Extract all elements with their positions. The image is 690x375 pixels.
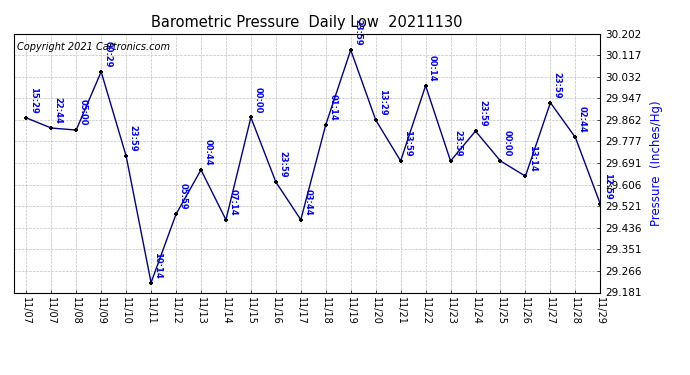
Text: 05:59: 05:59 xyxy=(179,183,188,210)
Point xyxy=(495,158,506,164)
Text: Copyright 2021 Cartronics.com: Copyright 2021 Cartronics.com xyxy=(17,42,170,51)
Text: 00:44: 00:44 xyxy=(204,139,213,166)
Point xyxy=(395,158,406,164)
Point xyxy=(520,173,531,179)
Text: 02:44: 02:44 xyxy=(578,106,586,133)
Point xyxy=(21,115,32,121)
Point xyxy=(545,100,556,106)
Text: 15:29: 15:29 xyxy=(29,87,38,114)
Text: 00:00: 00:00 xyxy=(503,130,512,157)
Point xyxy=(170,211,181,217)
Point xyxy=(246,114,257,120)
Text: 23:59: 23:59 xyxy=(128,125,137,152)
Point xyxy=(295,217,306,223)
Point xyxy=(595,201,606,207)
Point xyxy=(70,127,81,133)
Point xyxy=(470,128,481,134)
Point xyxy=(420,83,431,89)
Text: 01:14: 01:14 xyxy=(328,94,337,121)
Point xyxy=(195,167,206,173)
Point xyxy=(146,280,157,286)
Point xyxy=(320,122,331,128)
Text: 23:59: 23:59 xyxy=(553,72,562,99)
Text: 13:59: 13:59 xyxy=(403,130,412,157)
Point xyxy=(46,125,57,131)
Point xyxy=(345,47,356,53)
Text: 13:14: 13:14 xyxy=(528,145,537,172)
Text: 03:44: 03:44 xyxy=(304,189,313,216)
Text: 00:00: 00:00 xyxy=(253,87,262,113)
Text: 22:14: 22:14 xyxy=(0,374,1,375)
Text: 12:59: 12:59 xyxy=(603,173,612,200)
Point xyxy=(570,134,581,140)
Point xyxy=(96,69,107,75)
Point xyxy=(370,117,381,123)
Point xyxy=(121,153,132,159)
Point xyxy=(270,179,282,185)
Y-axis label: Pressure  (Inches/Hg): Pressure (Inches/Hg) xyxy=(650,100,663,226)
Text: 05:00: 05:00 xyxy=(79,99,88,126)
Text: 22:44: 22:44 xyxy=(54,97,63,124)
Text: 10:14: 10:14 xyxy=(153,252,163,279)
Text: 23:59: 23:59 xyxy=(453,130,462,157)
Text: 07:14: 07:14 xyxy=(228,189,237,216)
Title: Barometric Pressure  Daily Low  20211130: Barometric Pressure Daily Low 20211130 xyxy=(151,15,463,30)
Text: 00:29: 00:29 xyxy=(104,41,112,68)
Text: 00:14: 00:14 xyxy=(428,55,437,81)
Text: 23:59: 23:59 xyxy=(278,151,287,178)
Point xyxy=(445,158,456,164)
Point xyxy=(620,165,631,171)
Text: 13:29: 13:29 xyxy=(378,89,387,116)
Point xyxy=(220,217,231,223)
Text: 23:59: 23:59 xyxy=(353,19,362,46)
Text: 23:59: 23:59 xyxy=(478,100,487,127)
